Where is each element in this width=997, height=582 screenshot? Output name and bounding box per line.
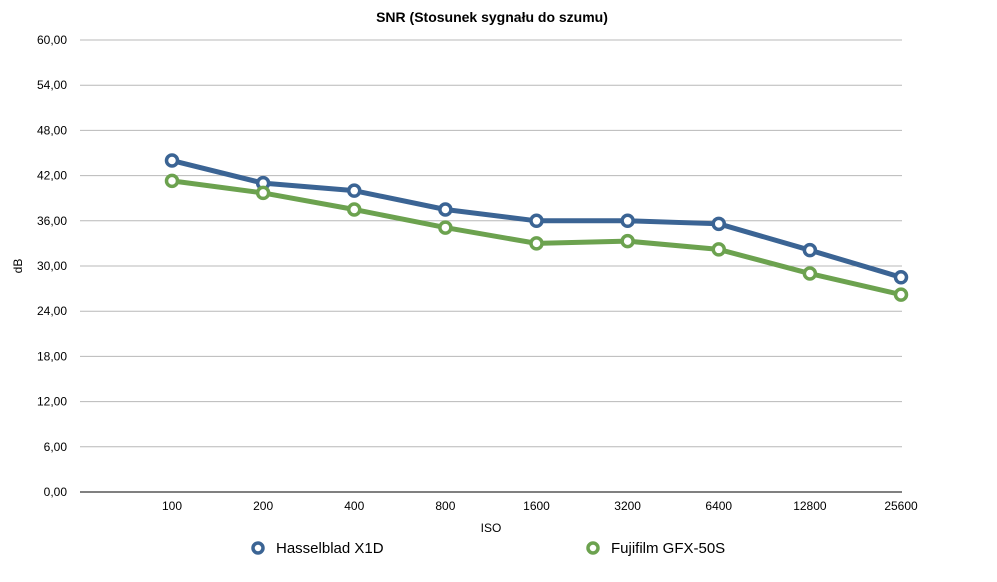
data-point	[802, 266, 818, 281]
y-tick-label: 6,00	[44, 440, 68, 454]
data-point	[438, 220, 453, 235]
y-tick-label: 0,00	[44, 485, 68, 499]
data-point	[711, 242, 726, 257]
legend: Hasselblad X1D Fujifilm GFX-50S	[251, 540, 725, 557]
y-tick-label: 60,00	[37, 33, 67, 47]
x-tick-label: 25600	[884, 499, 918, 513]
x-tick-label: 3200	[614, 499, 641, 513]
gridlines	[80, 39, 902, 448]
y-tick-label: 54,00	[37, 78, 67, 92]
data-point	[529, 236, 544, 251]
y-axis-title: dB	[11, 259, 25, 274]
y-tick-label: 30,00	[37, 259, 67, 273]
data-point	[164, 153, 180, 168]
legend-marker	[251, 541, 265, 555]
data-point	[164, 173, 180, 189]
data-point	[893, 270, 909, 285]
data-point	[620, 213, 635, 229]
data-point	[711, 216, 726, 232]
data-point	[802, 242, 818, 258]
y-tick-label: 24,00	[37, 304, 67, 318]
x-tick-label: 100	[162, 499, 182, 513]
legend-label: Hasselblad X1D	[276, 540, 384, 557]
x-tick-label: 800	[435, 499, 455, 513]
legend-label: Fujifilm GFX-50S	[611, 540, 725, 557]
legend-item: Fujifilm GFX-50S	[586, 540, 725, 557]
y-tick-label: 18,00	[37, 349, 67, 363]
axes: 0,00 6,00 12,00 18,00 24,00 30,00 36,00 42,00 48…	[37, 33, 918, 513]
data-point	[347, 183, 362, 198]
y-tick-label: 12,00	[37, 395, 67, 409]
x-tick-label: 12800	[793, 499, 827, 513]
data-series	[164, 153, 909, 302]
legend-item: Hasselblad X1D	[251, 540, 384, 557]
x-tick-label: 200	[253, 499, 273, 513]
legend-marker	[586, 541, 600, 555]
data-point	[438, 202, 453, 217]
x-tick-label: 6400	[705, 499, 732, 513]
x-axis-title: ISO	[481, 521, 502, 535]
y-tick-label: 48,00	[37, 123, 67, 137]
x-tick-label: 1600	[523, 499, 550, 513]
y-tick-label: 42,00	[37, 169, 67, 183]
data-point	[620, 233, 635, 249]
data-point	[893, 287, 909, 302]
data-point	[529, 213, 544, 229]
y-tick-label: 36,00	[37, 214, 67, 228]
chart-title: SNR (Stosunek sygnału do szumu)	[376, 9, 608, 25]
data-point	[347, 202, 362, 217]
data-point	[255, 185, 271, 201]
x-tick-label: 400	[344, 499, 364, 513]
